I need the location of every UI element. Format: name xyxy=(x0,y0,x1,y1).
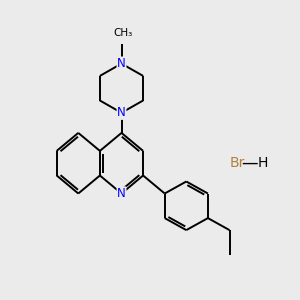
Text: CH₃: CH₃ xyxy=(113,28,133,38)
Text: N: N xyxy=(117,57,126,70)
Text: H: H xyxy=(257,156,268,170)
Text: —: — xyxy=(241,154,258,172)
Text: N: N xyxy=(117,106,126,119)
Text: Br: Br xyxy=(229,156,245,170)
Text: N: N xyxy=(117,187,126,200)
